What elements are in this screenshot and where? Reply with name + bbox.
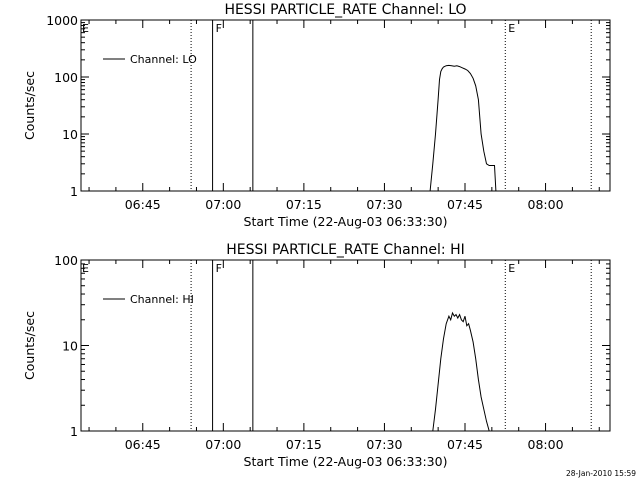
plot2-event-marker-label: F xyxy=(216,262,222,275)
plot2-x-tick-label: 07:15 xyxy=(286,437,322,452)
plot2-frame xyxy=(80,259,611,432)
plot2-x-tick-label: 07:30 xyxy=(366,437,402,452)
plot2-x-axis-label: Start Time (22-Aug-03 06:33:30) xyxy=(244,454,448,469)
plot2-y-tick-label: 100 xyxy=(54,253,78,268)
plot1-y-tick-label: 1000 xyxy=(46,13,78,28)
plot1-legend-label: Channel: LO xyxy=(130,53,197,66)
plot2-y-axis-label: Counts/sec xyxy=(22,311,37,380)
plot1-x-tick-label: 07:15 xyxy=(286,197,322,212)
plot2-series-line xyxy=(432,311,490,432)
plot2-event-marker-label: E xyxy=(508,262,515,275)
plot2-title: HESSI PARTICLE_RATE Channel: HI xyxy=(226,242,464,258)
plot2-y-tick-label: 1 xyxy=(70,424,78,439)
plot1-x-tick-label: 08:00 xyxy=(528,197,564,212)
plot1-x-tick-label: 07:30 xyxy=(366,197,402,212)
timestamp-footer: 28-Jan-2010 15:59 xyxy=(565,469,636,478)
plot1-event-marker-label: E xyxy=(82,22,89,35)
plot2-x-tick-label: 07:00 xyxy=(205,437,241,452)
plot1-x-tick-label: 06:45 xyxy=(125,197,161,212)
plot2-x-tick-label: 06:45 xyxy=(125,437,161,452)
plot2-legend-label: Channel: HI xyxy=(130,293,194,306)
plot2-y-tick-label: 10 xyxy=(62,339,78,354)
plot1-y-tick-label: 1 xyxy=(70,184,78,199)
plot1-y-tick-label: 10 xyxy=(62,127,78,142)
plot1-y-tick-label: 100 xyxy=(54,70,78,85)
plot1-frame xyxy=(80,19,611,192)
plot1-title: HESSI PARTICLE_RATE Channel: LO xyxy=(224,2,466,18)
plot2-x-tick-label: 08:00 xyxy=(528,437,564,452)
plot1-x-tick-label: 07:45 xyxy=(447,197,483,212)
plot1-event-marker-label: F xyxy=(216,22,222,35)
plot1-y-axis-label: Counts/sec xyxy=(22,71,37,140)
plot1-event-marker-label: E xyxy=(508,22,515,35)
plot2-event-marker-label: E xyxy=(82,262,89,275)
plot1-series-line xyxy=(429,64,497,192)
plot1-x-tick-label: 07:00 xyxy=(205,197,241,212)
plot2-x-tick-label: 07:45 xyxy=(447,437,483,452)
plot1-x-axis-label: Start Time (22-Aug-03 06:33:30) xyxy=(244,214,448,229)
